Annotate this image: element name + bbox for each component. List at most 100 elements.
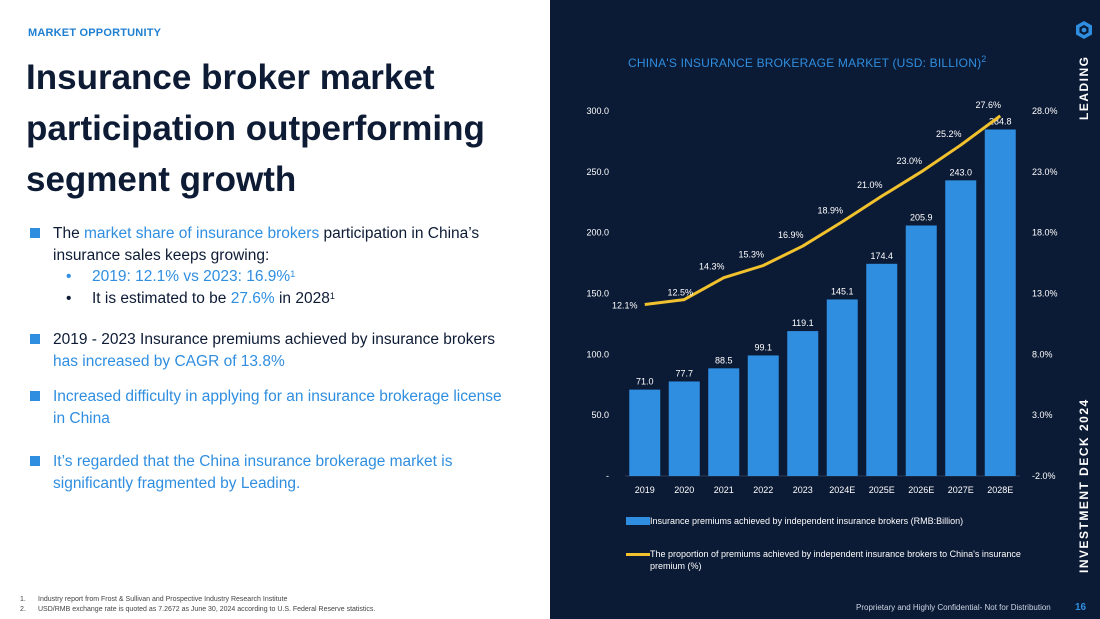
bullet-license: Increased difficulty in applying for an …	[30, 386, 510, 429]
dot-bullet-icon: •	[66, 268, 72, 285]
footnote-1: 1. Industry report from Frost & Sullivan …	[20, 595, 375, 605]
footnote-ref: 1	[329, 290, 335, 301]
y-left-tick-label: 300.0	[586, 106, 609, 116]
bullet-text: The	[53, 225, 85, 242]
bar-value-label: 71.0	[636, 377, 654, 387]
bullet-list: The market share of insurance brokers pa…	[30, 223, 510, 494]
line-value-label: 16.9%	[778, 230, 804, 240]
bar-value-label: 174.4	[870, 251, 893, 261]
y-left-tick-label: 250.0	[586, 167, 609, 177]
legend-bar-label: Insurance premiums achieved by independe…	[650, 516, 964, 526]
square-bullet-icon	[30, 391, 40, 401]
bar	[747, 355, 779, 476]
brand-vertical-text: LEADING	[1077, 55, 1091, 121]
bar-value-label: 145.1	[831, 286, 854, 296]
bar-value-label: 243.0	[949, 167, 972, 177]
bullet-cagr: 2019 - 2023 Insurance premiums achieved …	[30, 329, 510, 372]
y-right-tick-label: 13.0%	[1032, 289, 1058, 299]
bar-value-label: 88.5	[715, 355, 733, 365]
bar	[629, 389, 661, 476]
sub-bullet-highlight: 27.6%	[230, 289, 275, 307]
x-tick-label: 2027E	[948, 485, 974, 495]
y-left-tick-label: 100.0	[586, 349, 609, 359]
bullet-highlight: has increased by CAGR of 13.8%	[53, 352, 285, 370]
y-right-tick-label: 23.0%	[1032, 167, 1058, 177]
confidential-notice: Proprietary and Highly Confidential- Not…	[856, 603, 1051, 612]
bar-value-label: 99.1	[754, 342, 772, 352]
series-line	[644, 114, 1002, 306]
bar	[708, 368, 740, 476]
line-value-label: 21.0%	[857, 180, 883, 190]
dot-bullet-icon: •	[66, 289, 72, 307]
bar-value-label: 284.8	[989, 116, 1012, 126]
x-tick-label: 2020	[674, 485, 694, 495]
y-left-tick-label: 50.0	[591, 410, 609, 420]
y-right-tick-label: 28.0%	[1032, 106, 1058, 116]
page-number: 16	[1075, 602, 1087, 613]
footnote-text: USD/RMB exchange rate is quoted as 7.267…	[38, 606, 376, 613]
bar	[826, 299, 858, 476]
sub-bullet-text: 2019: 12.1% vs 2023: 16.9%	[92, 268, 291, 285]
x-tick-label: 2019	[635, 485, 655, 495]
bar	[905, 225, 937, 476]
chart-title-text: CHINA'S INSURANCE BROKERAGE MARKET (USD:…	[628, 56, 982, 70]
x-tick-label: 2022	[753, 485, 773, 495]
y-left-tick-label: -	[606, 471, 609, 481]
line-value-label: 14.3%	[699, 262, 725, 272]
line-value-label: 23.0%	[896, 156, 922, 166]
x-tick-label: 2025E	[869, 485, 895, 495]
bar	[945, 180, 977, 476]
legend-line-swatch	[626, 553, 650, 556]
line-value-label: 18.9%	[817, 206, 843, 216]
chart-svg: - 50.0 100.0 150.0 200.0 250.0 300.0 -2.0% 3.0% 8…	[586, 100, 1058, 495]
legend-line-label: The proportion of premiums achieved by i…	[650, 549, 1021, 571]
footnotes: 1. Industry report from Frost & Sullivan …	[20, 595, 375, 615]
x-tick-label: 2024E	[829, 485, 855, 495]
square-bullet-icon	[30, 334, 40, 344]
bullet-text: It’s regarded that the China insurance b…	[53, 453, 453, 492]
bar-value-label: 119.1	[792, 318, 814, 328]
y-left-tick-label: 150.0	[586, 289, 609, 299]
footnote-2: 2. USD/RMB exchange rate is quoted as 7.2…	[20, 605, 375, 615]
bullet-text: 2019 - 2023 Insurance premiums achieved …	[53, 331, 495, 348]
y-right-tick-label: 18.0%	[1032, 228, 1058, 238]
line-value-label: 12.1%	[612, 300, 638, 310]
bullet-text: participation in China’s insurance sales…	[53, 225, 480, 264]
chart-title-footnote: 2	[981, 54, 987, 64]
y-right-tick-label: -2.0%	[1032, 471, 1056, 481]
right-panel: CHINA'S INSURANCE BROKERAGE MARKET (USD:…	[550, 0, 1100, 619]
x-tick-label: 2028E	[987, 485, 1013, 495]
footnote-number: 2.	[20, 606, 26, 613]
y-right-tick-label: 8.0%	[1032, 349, 1053, 359]
bar-value-label: 77.7	[675, 368, 693, 378]
bar	[668, 381, 700, 476]
x-tick-label: 2021	[714, 485, 734, 495]
hexagon-logo-icon	[1076, 21, 1092, 39]
section-label: MARKET OPPORTUNITY	[28, 27, 162, 39]
square-bullet-icon	[30, 456, 40, 466]
sub-bullet-2019-2023: • 2019: 12.1% vs 2023: 16.9%1	[30, 266, 510, 288]
page-title: Insurance broker market participation ou…	[26, 58, 485, 199]
square-bullet-icon	[30, 228, 40, 238]
bar	[866, 263, 898, 476]
line-value-label: 25.2%	[936, 129, 962, 139]
x-tick-label: 2026E	[908, 485, 934, 495]
bar-value-label: 205.9	[910, 212, 933, 222]
y-left-tick-label: 200.0	[586, 228, 609, 238]
sub-bullet-text: in 2028	[274, 289, 330, 307]
line-value-label: 12.5%	[667, 288, 693, 298]
left-panel: MARKET OPPORTUNITY Insurance broker mark…	[20, 27, 510, 615]
legend-bar-swatch	[626, 517, 650, 525]
line-value-label: 15.3%	[738, 250, 764, 260]
footnote-text: Industry report from Frost & Sullivan an…	[38, 596, 288, 603]
x-tick-label: 2023	[793, 485, 813, 495]
footnote-ref: 1	[290, 269, 296, 279]
line-value-label: 27.6%	[975, 100, 1001, 110]
sub-bullet-text: It is estimated to be	[92, 289, 231, 307]
sub-bullet-2028: • It is estimated to be 27.6% in 20281	[30, 288, 510, 310]
bullet-market-share: The market share of insurance brokers pa…	[30, 223, 510, 266]
bar	[984, 129, 1016, 476]
bullet-fragmented: It’s regarded that the China insurance b…	[30, 451, 510, 494]
bar	[787, 331, 819, 476]
bullet-highlight: market share of insurance brokers	[84, 225, 320, 242]
